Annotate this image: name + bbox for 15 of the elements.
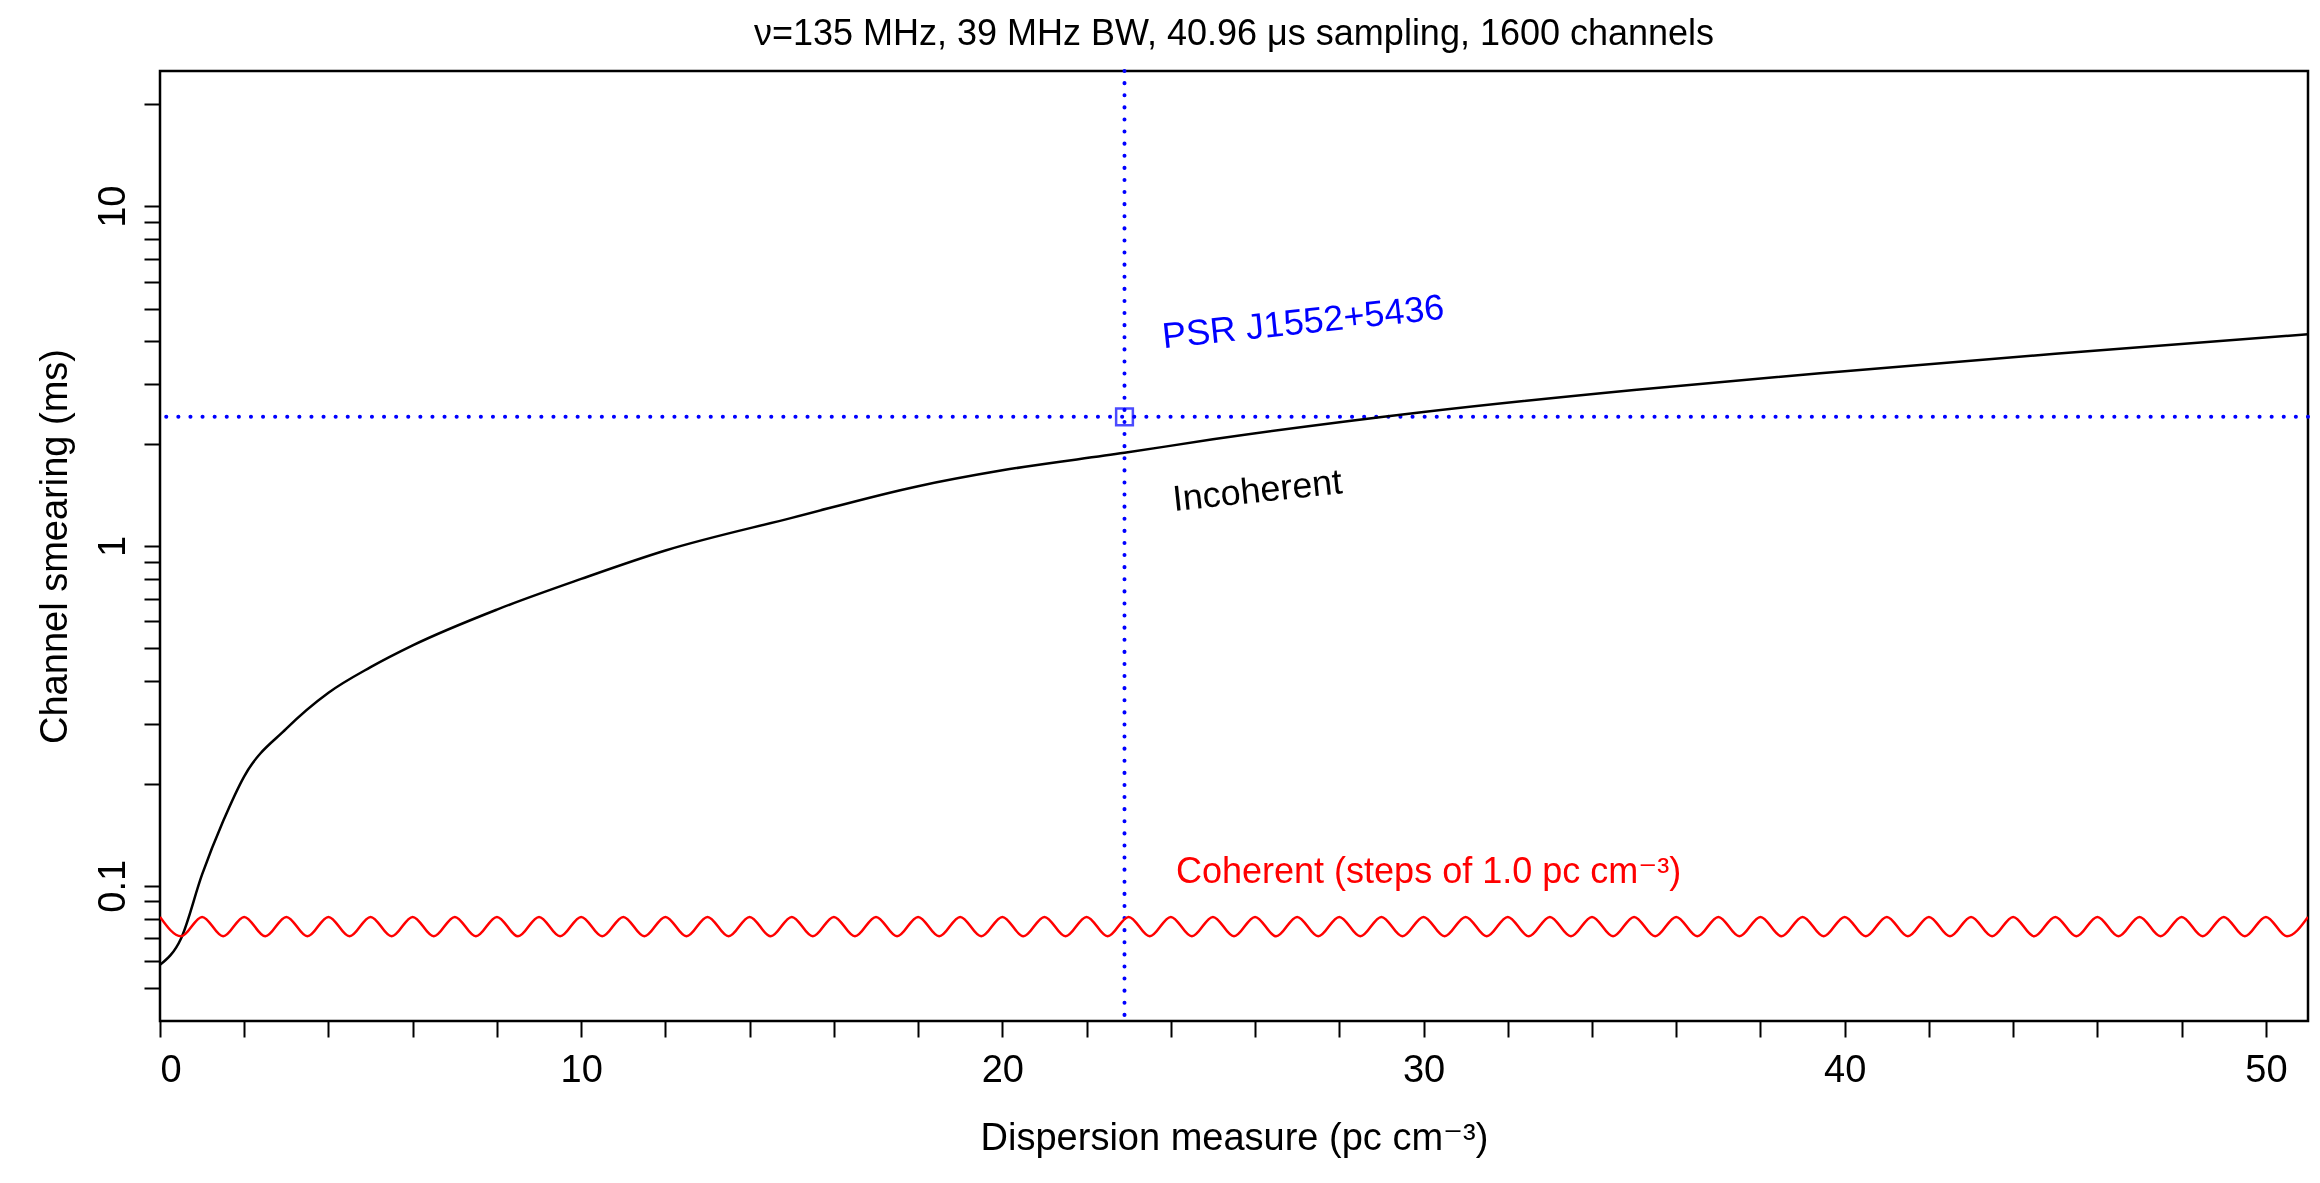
x-axis-title: Dispersion measure (pc cm⁻³) bbox=[980, 1115, 1489, 1158]
x-tick-label: 10 bbox=[560, 1047, 603, 1090]
x-tick-label: 30 bbox=[1402, 1047, 1446, 1090]
x-tick-label: 50 bbox=[2245, 1047, 2288, 1090]
y-tick-label: 1 bbox=[90, 535, 133, 558]
series-label: Coherent (steps of 1.0 pc cm⁻³) bbox=[1176, 850, 1682, 891]
x-tick-label: 40 bbox=[1824, 1047, 1867, 1090]
x-tick-label: 20 bbox=[981, 1047, 1024, 1090]
y-axis-title: Channel smearing (ms) bbox=[32, 349, 75, 744]
y-tick-label: 0.1 bbox=[90, 859, 133, 913]
y-tick-label: 10 bbox=[90, 185, 133, 228]
chart-title: ν=135 MHz, 39 MHz BW, 40.96 μs sampling, 1600 channels bbox=[753, 12, 1715, 53]
annotation: PSR J1552+5436 bbox=[1160, 285, 1447, 357]
text: Incoherent bbox=[1170, 460, 1345, 519]
x-tick-label: 0 bbox=[160, 1047, 182, 1090]
